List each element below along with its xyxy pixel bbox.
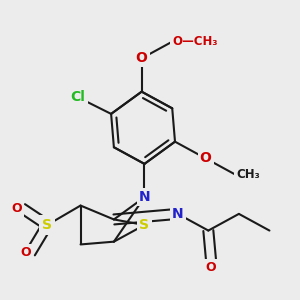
Text: CH₃: CH₃ [236,169,260,182]
Text: S: S [140,218,149,232]
Text: S: S [42,218,52,232]
Text: O: O [136,51,148,65]
Text: N: N [172,207,184,221]
Text: O: O [200,151,211,165]
Text: O: O [206,261,216,274]
Text: Cl: Cl [70,90,85,104]
Text: O: O [12,202,22,215]
Text: N: N [139,190,150,204]
Text: O—CH₃: O—CH₃ [172,35,218,48]
Text: O: O [20,246,31,259]
